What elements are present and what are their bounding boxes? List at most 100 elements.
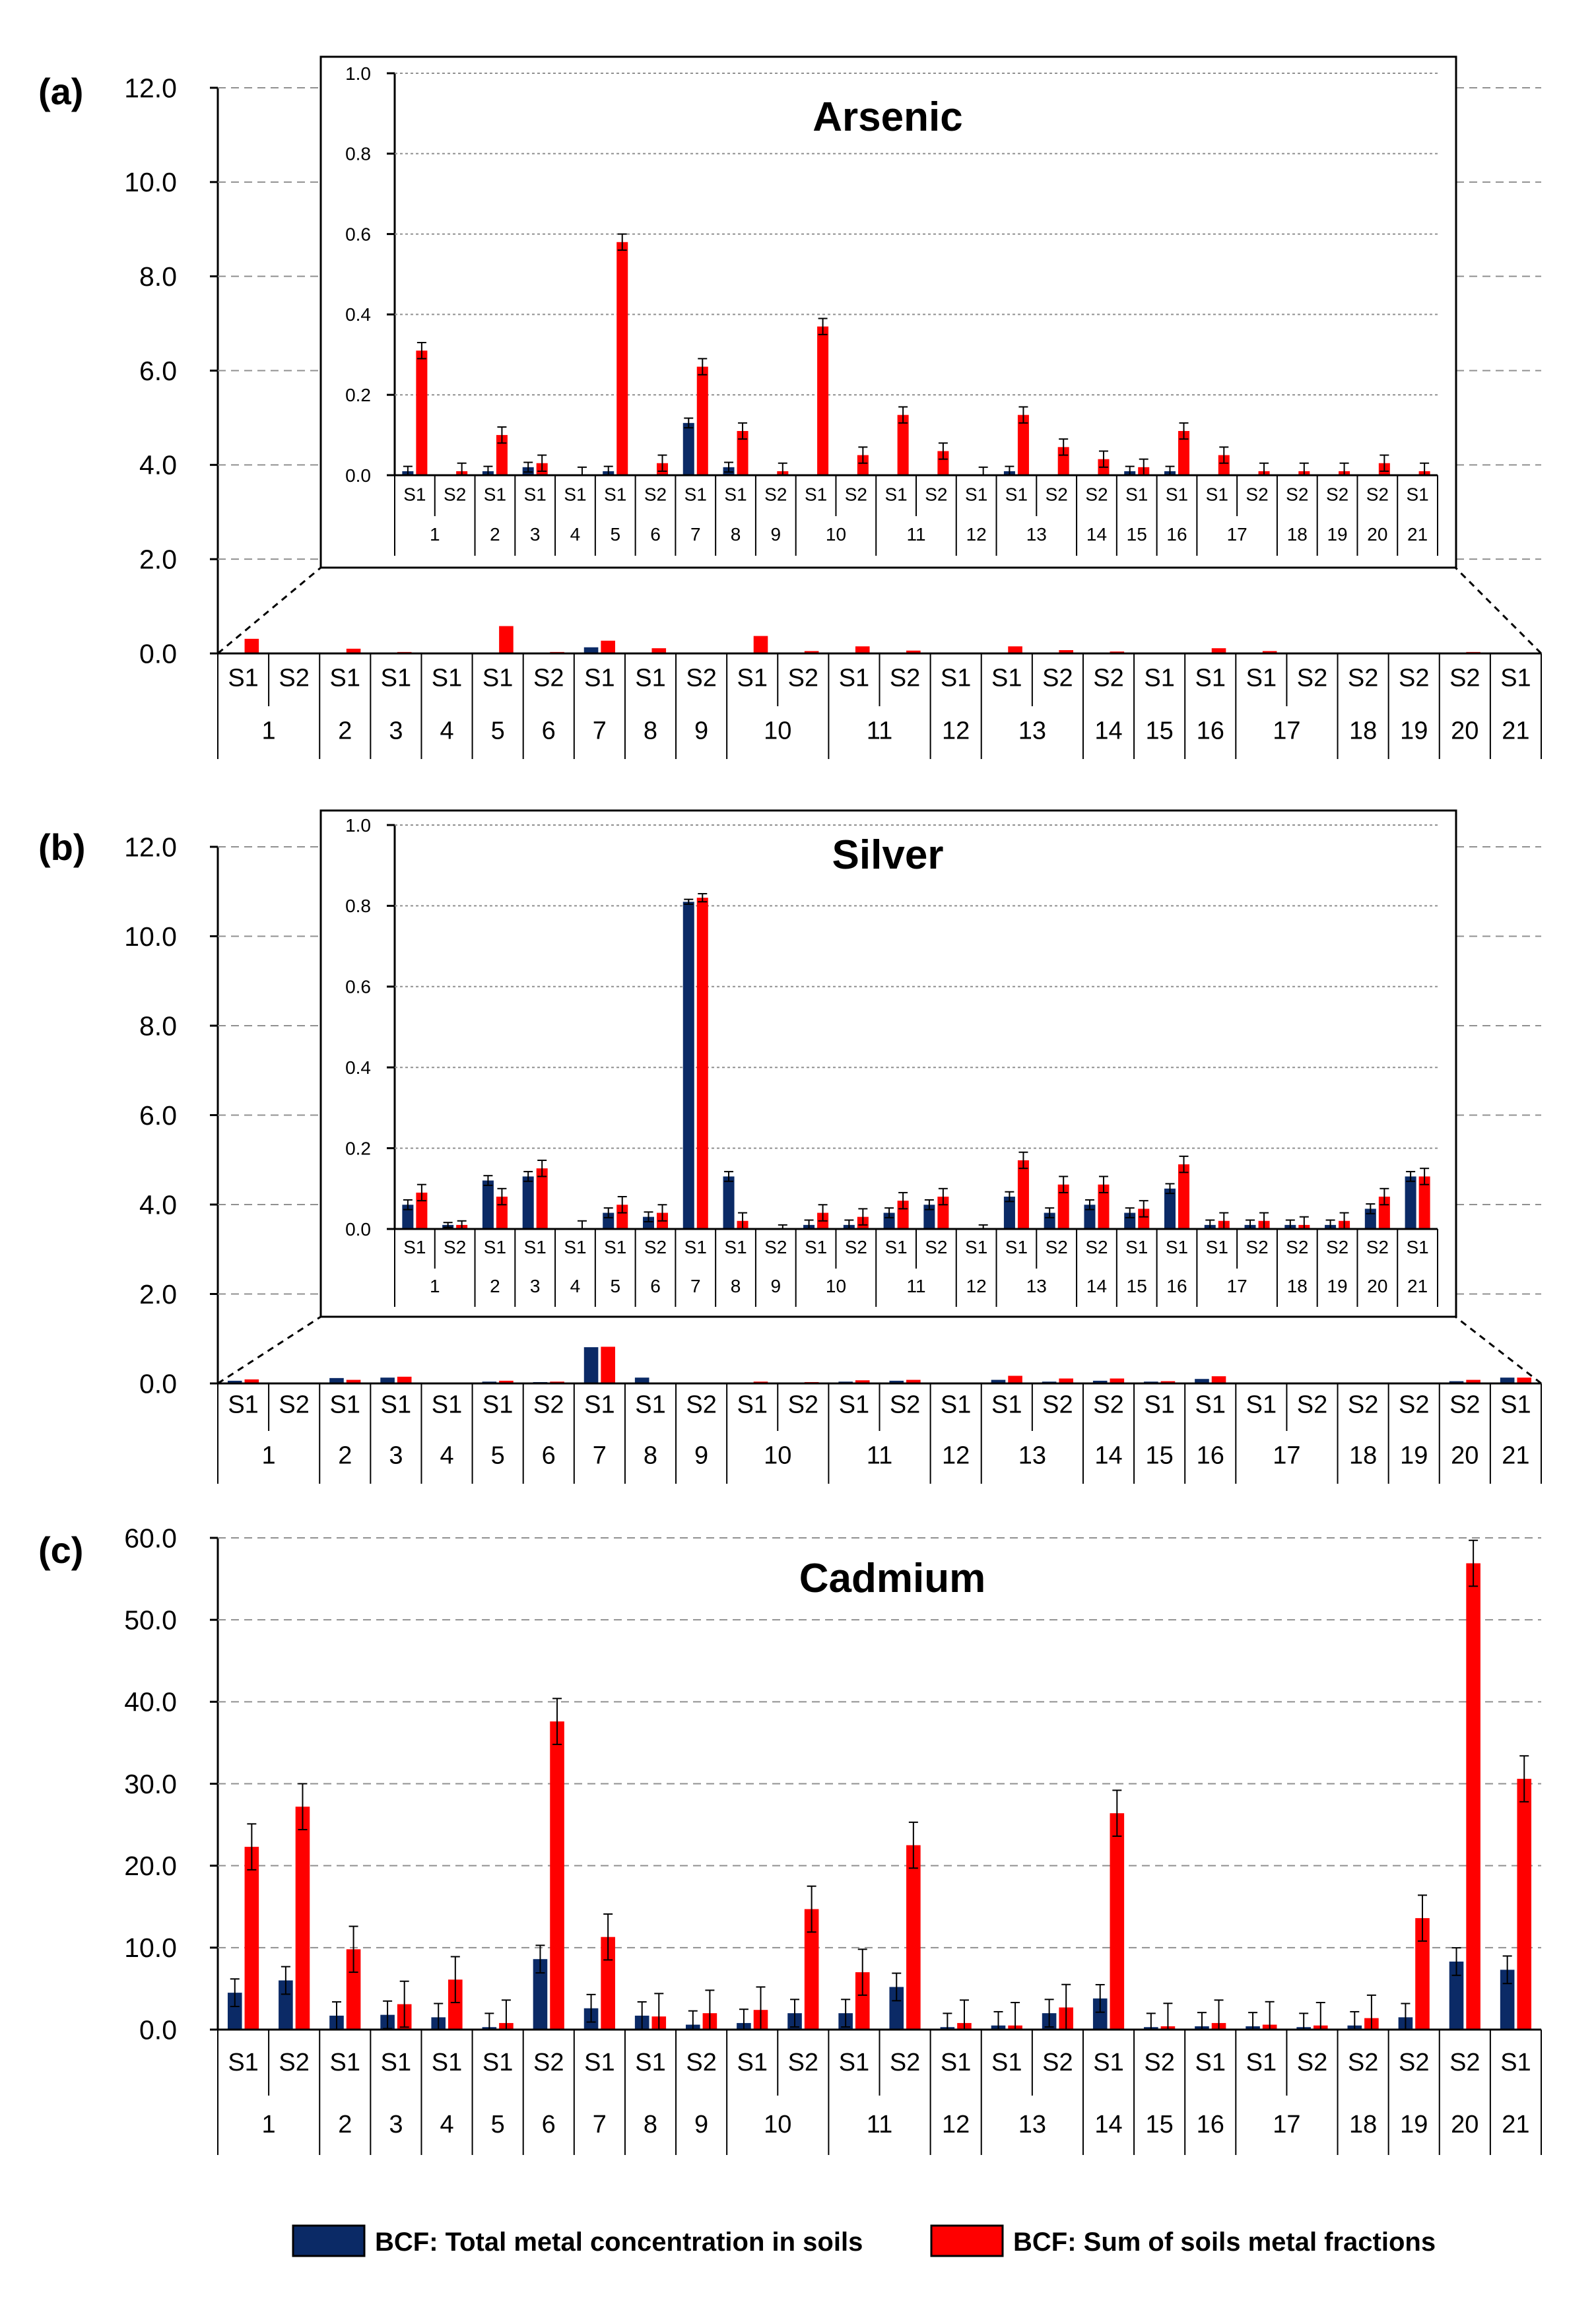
bar-total xyxy=(723,1176,735,1229)
x-group-label: 4 xyxy=(570,524,581,545)
x-category-label: S1 xyxy=(1144,1391,1174,1419)
x-category-label: S1 xyxy=(330,2049,360,2076)
x-group-label: 6 xyxy=(650,524,661,545)
x-category-label: S1 xyxy=(330,665,360,692)
x-category-label: S2 xyxy=(1085,484,1108,504)
x-group-label: 15 xyxy=(1145,2111,1173,2138)
x-group-label: 11 xyxy=(867,717,892,745)
x-category-label: S1 xyxy=(1005,484,1028,504)
x-group-label: 2 xyxy=(490,1276,500,1296)
x-category-label: S2 xyxy=(1399,1391,1429,1419)
panel-a-bars xyxy=(227,626,1532,653)
x-group-label: 19 xyxy=(1400,717,1428,745)
zoom-line-right xyxy=(1454,566,1543,655)
x-category-label: S1 xyxy=(884,484,907,504)
x-category-label: S1 xyxy=(1125,1237,1148,1257)
x-group-label: 1 xyxy=(430,524,440,545)
chart-title: Silver xyxy=(832,832,944,878)
x-group-label: 16 xyxy=(1197,717,1224,745)
bar-fractions xyxy=(346,1379,361,1383)
x-category-label: S1 xyxy=(524,484,547,504)
bar-total xyxy=(642,1216,654,1229)
x-category-label: S1 xyxy=(330,1391,360,1419)
y-tick-label: 0.0 xyxy=(345,465,371,486)
panel-a-y-axis: 0.0 2.0 4.0 6.0 8.0 10.0 12.0 xyxy=(124,73,219,669)
zoom-line-left xyxy=(217,1315,321,1385)
bar-total xyxy=(923,1205,935,1229)
panel-a-x-axis: S1 S2 S1 S1 S1 S1 S2 S1 S1 S2 S1 S2 S1 S2 S1 S1 S2 S2 S1 S1… xyxy=(217,652,1542,759)
y-tick-label: 0.0 xyxy=(139,2014,177,2045)
bar-fractions xyxy=(1098,1184,1110,1229)
x-group-label: 19 xyxy=(1400,1442,1428,1470)
x-group-label: 14 xyxy=(1086,1276,1107,1296)
x-group-label: 4 xyxy=(440,717,453,745)
x-group-label: 20 xyxy=(1367,1276,1387,1296)
x-group-label: 21 xyxy=(1502,1442,1529,1470)
bar-fractions xyxy=(397,1376,412,1383)
bar-total xyxy=(533,1959,548,2030)
x-category-label: S2 xyxy=(890,665,920,692)
x-group-label: 2 xyxy=(338,717,352,745)
inset-x-axis: S1 S2 S1 S1 S1 S1 S2 S1 S1 S2 S1 S2 S1 S2 S1 S1 S2 S2 S1 S1… xyxy=(394,474,1438,556)
x-category-label: S1 xyxy=(584,665,615,692)
x-category-label: S1 xyxy=(805,484,827,504)
bar-total xyxy=(889,1987,904,2030)
x-group-label: 12 xyxy=(966,1276,987,1296)
x-category-label: S2 xyxy=(788,2049,818,2076)
bar-fractions xyxy=(753,636,768,653)
x-category-label: S2 xyxy=(1286,1237,1308,1257)
x-group-label: 1 xyxy=(262,717,276,745)
x-group-label: 3 xyxy=(530,1276,541,1296)
x-category-label: S2 xyxy=(1042,2049,1073,2076)
y-tick-label: 0.0 xyxy=(139,638,177,669)
bar-total xyxy=(1003,1197,1015,1229)
bar-total xyxy=(883,1212,895,1229)
x-group-label: 7 xyxy=(593,717,607,745)
panel-b: (b) 0.02.04.06.08.010.012.0 S1 S2 S1 S1 S1 S1… xyxy=(38,809,1542,1484)
x-group-label: 12 xyxy=(942,1442,970,1470)
x-group-label: 19 xyxy=(1327,1276,1347,1296)
x-category-label: S1 xyxy=(1500,2049,1531,2076)
x-category-label: S2 xyxy=(1366,1237,1389,1257)
x-group-label: 13 xyxy=(1018,2111,1046,2138)
x-category-label: S2 xyxy=(1046,484,1068,504)
x-group-label: 2 xyxy=(338,1442,352,1470)
bar-total xyxy=(329,1377,344,1383)
x-group-label: 11 xyxy=(867,2111,892,2138)
y-tick-label: 10.0 xyxy=(124,1933,177,1963)
x-category-label: S1 xyxy=(724,1237,747,1257)
x-category-label: S1 xyxy=(432,665,462,692)
x-group-label: 7 xyxy=(690,1276,701,1296)
x-category-label: S2 xyxy=(279,2049,309,2076)
y-tick-label: 8.0 xyxy=(139,261,177,292)
x-category-label: S1 xyxy=(381,2049,411,2076)
bar-fractions xyxy=(1160,1381,1176,1383)
bar-fractions xyxy=(855,646,870,653)
x-category-label: S1 xyxy=(941,2049,971,2076)
bar-total xyxy=(279,1980,293,2030)
panel-b-letter: (b) xyxy=(38,826,86,868)
bar-fractions xyxy=(1466,1563,1480,2030)
bar-fractions xyxy=(1138,1209,1150,1229)
bar-fractions xyxy=(244,638,259,653)
bar-fractions xyxy=(1517,1377,1532,1383)
bar-total xyxy=(227,1380,242,1383)
x-group-label: 19 xyxy=(1400,2111,1428,2138)
x-group-label: 9 xyxy=(771,1276,781,1296)
x-group-label: 13 xyxy=(1026,1276,1047,1296)
bar-fractions xyxy=(1017,414,1029,475)
x-category-label: S1 xyxy=(684,1237,707,1257)
x-category-label: S1 xyxy=(1246,665,1277,692)
x-group-label: 2 xyxy=(490,524,500,545)
x-category-label: S2 xyxy=(1297,1391,1327,1419)
x-group-label: 3 xyxy=(389,2111,403,2138)
legend-label-fractions: BCF: Sum of soils metal fractions xyxy=(1013,2228,1436,2257)
x-group-label: 10 xyxy=(764,1442,791,1470)
x-category-label: S1 xyxy=(724,484,747,504)
x-group-label: 1 xyxy=(262,1442,276,1470)
x-category-label: S2 xyxy=(1326,484,1348,504)
x-group-label: 3 xyxy=(389,1442,403,1470)
bar-fractions xyxy=(416,350,428,475)
x-group-label: 21 xyxy=(1407,524,1428,545)
x-group-label: 8 xyxy=(731,1276,741,1296)
